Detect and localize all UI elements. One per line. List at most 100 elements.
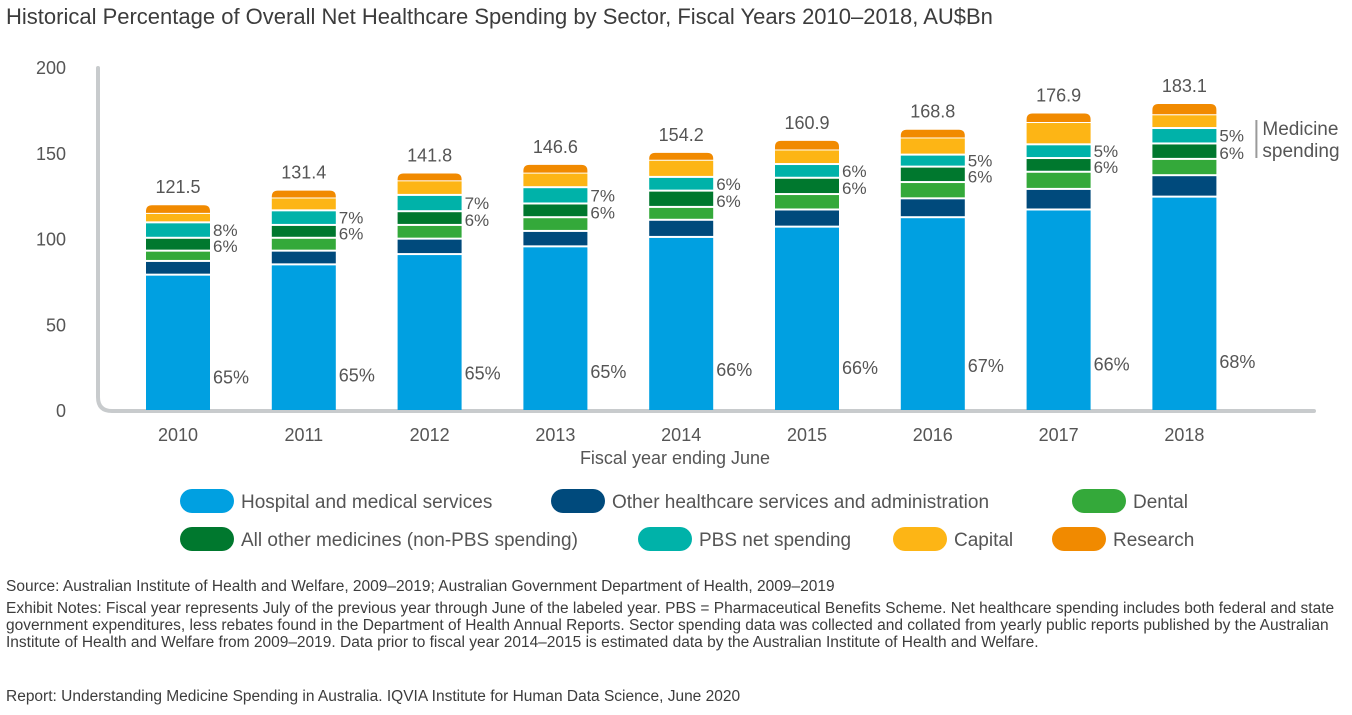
hospital-segment (397, 255, 462, 410)
legend-research-swatch (1052, 527, 1106, 551)
hospital-segment (1026, 210, 1091, 410)
other-medicines-percent-label: 6% (465, 211, 490, 230)
legend-dental-label: Dental (1133, 492, 1188, 513)
dental-segment (649, 207, 714, 219)
bar-total-label: 154.2 (659, 125, 704, 145)
hospital-percent-label: 66% (842, 358, 878, 378)
research-segment (397, 173, 462, 181)
other-medicines-segment (1152, 144, 1217, 158)
legend-dental-swatch (1072, 489, 1126, 513)
dental-segment (900, 183, 965, 198)
exhibit-notes: Exhibit Notes: Fiscal year represents Ju… (6, 600, 1335, 651)
x-tick-label: 2010 (158, 425, 198, 445)
capital-segment (775, 150, 839, 164)
capital-segment (1026, 123, 1091, 144)
other-medicines-segment (775, 178, 839, 194)
legend-other-medicines-swatch (180, 527, 234, 551)
y-tick-label: 200 (36, 58, 66, 78)
pbs-percent-label: 5% (1094, 142, 1119, 161)
dental-segment (1026, 172, 1091, 188)
other-services-segment (649, 220, 714, 236)
research-segment (649, 152, 714, 160)
pbs-segment (1152, 129, 1217, 143)
other-medicines-percent-label: 6% (339, 224, 364, 243)
chart-title: Historical Percentage of Overall Net Hea… (6, 4, 993, 29)
other-medicines-segment (649, 191, 714, 206)
research-segment (900, 129, 965, 138)
legend-other-services-swatch (551, 489, 605, 513)
x-tick-label: 2013 (535, 425, 575, 445)
research-segment (1026, 113, 1091, 123)
other-medicines-percent-label: 6% (1219, 144, 1244, 163)
pbs-segment (775, 165, 839, 177)
legend-other-services-label: Other healthcare services and administra… (612, 492, 989, 513)
other-services-segment (523, 231, 588, 246)
report-note: Report: Understanding Medicine Spending … (6, 688, 741, 705)
legend-hospital-swatch (180, 489, 234, 513)
research-segment (146, 205, 210, 213)
other-services-segment (900, 199, 965, 217)
hospital-segment (1152, 197, 1217, 410)
bar-total-label: 160.9 (784, 113, 829, 133)
hospital-segment (900, 218, 965, 410)
other-services-segment (271, 251, 336, 264)
pbs-segment (146, 223, 210, 237)
hospital-segment (271, 265, 336, 410)
hospital-percent-label: 65% (339, 366, 375, 386)
legend-research-label: Research (1113, 530, 1194, 551)
other-services-segment (775, 210, 839, 226)
dental-segment (397, 225, 462, 238)
hospital-segment (523, 247, 588, 410)
hospital-percent-label: 67% (968, 356, 1004, 376)
capital-segment (397, 181, 462, 194)
pbs-percent-label: 6% (842, 162, 867, 181)
other-services-segment (1026, 189, 1091, 209)
hospital-percent-label: 66% (716, 360, 752, 380)
other-medicines-percent-label: 6% (590, 203, 615, 222)
bar-total-label: 146.6 (533, 137, 578, 157)
dental-segment (271, 238, 336, 250)
y-tick-label: 150 (36, 144, 66, 164)
x-tick-label: 2014 (661, 425, 701, 445)
hospital-segment (775, 227, 839, 410)
hospital-percent-label: 65% (465, 364, 501, 384)
capital-segment (523, 173, 588, 187)
y-tick-label: 50 (46, 315, 66, 335)
bracket-label: spending (1262, 141, 1339, 162)
other-services-segment (397, 239, 462, 254)
x-axis-title: Fiscal year ending June (580, 448, 770, 468)
pbs-segment (397, 195, 462, 211)
other-medicines-percent-label: 6% (213, 237, 238, 256)
other-medicines-percent-label: 6% (968, 167, 993, 186)
pbs-segment (649, 177, 714, 190)
x-tick-label: 2011 (284, 425, 323, 445)
pbs-percent-label: 7% (339, 209, 364, 228)
bar-total-label: 121.5 (155, 177, 200, 197)
pbs-percent-label: 5% (968, 152, 993, 171)
other-services-segment (1152, 176, 1217, 196)
research-segment (1152, 104, 1217, 115)
bracket-label: Medicine (1262, 119, 1338, 140)
capital-segment (146, 213, 210, 222)
other-medicines-segment (397, 212, 462, 224)
other-services-segment (146, 261, 210, 274)
bar-total-label: 141.8 (407, 145, 452, 165)
y-tick-label: 100 (36, 230, 66, 250)
bar-total-label: 176.9 (1036, 85, 1081, 105)
research-segment (775, 140, 839, 150)
pbs-percent-label: 6% (716, 175, 741, 194)
legend-capital-label: Capital (954, 530, 1013, 551)
bar-total-label: 183.1 (1162, 76, 1207, 96)
pbs-segment (900, 155, 965, 166)
bar-total-label: 131.4 (281, 163, 326, 183)
research-segment (523, 164, 588, 173)
bar-total-label: 168.8 (910, 102, 955, 122)
legend-capital-swatch (893, 527, 947, 551)
dental-segment (1152, 159, 1217, 175)
x-tick-label: 2018 (1164, 425, 1204, 445)
x-tick-label: 2012 (410, 425, 450, 445)
source-note: Source: Australian Institute of Health a… (6, 578, 835, 595)
other-medicines-segment (146, 238, 210, 250)
other-medicines-percent-label: 6% (1094, 158, 1119, 177)
other-medicines-segment (900, 167, 965, 182)
